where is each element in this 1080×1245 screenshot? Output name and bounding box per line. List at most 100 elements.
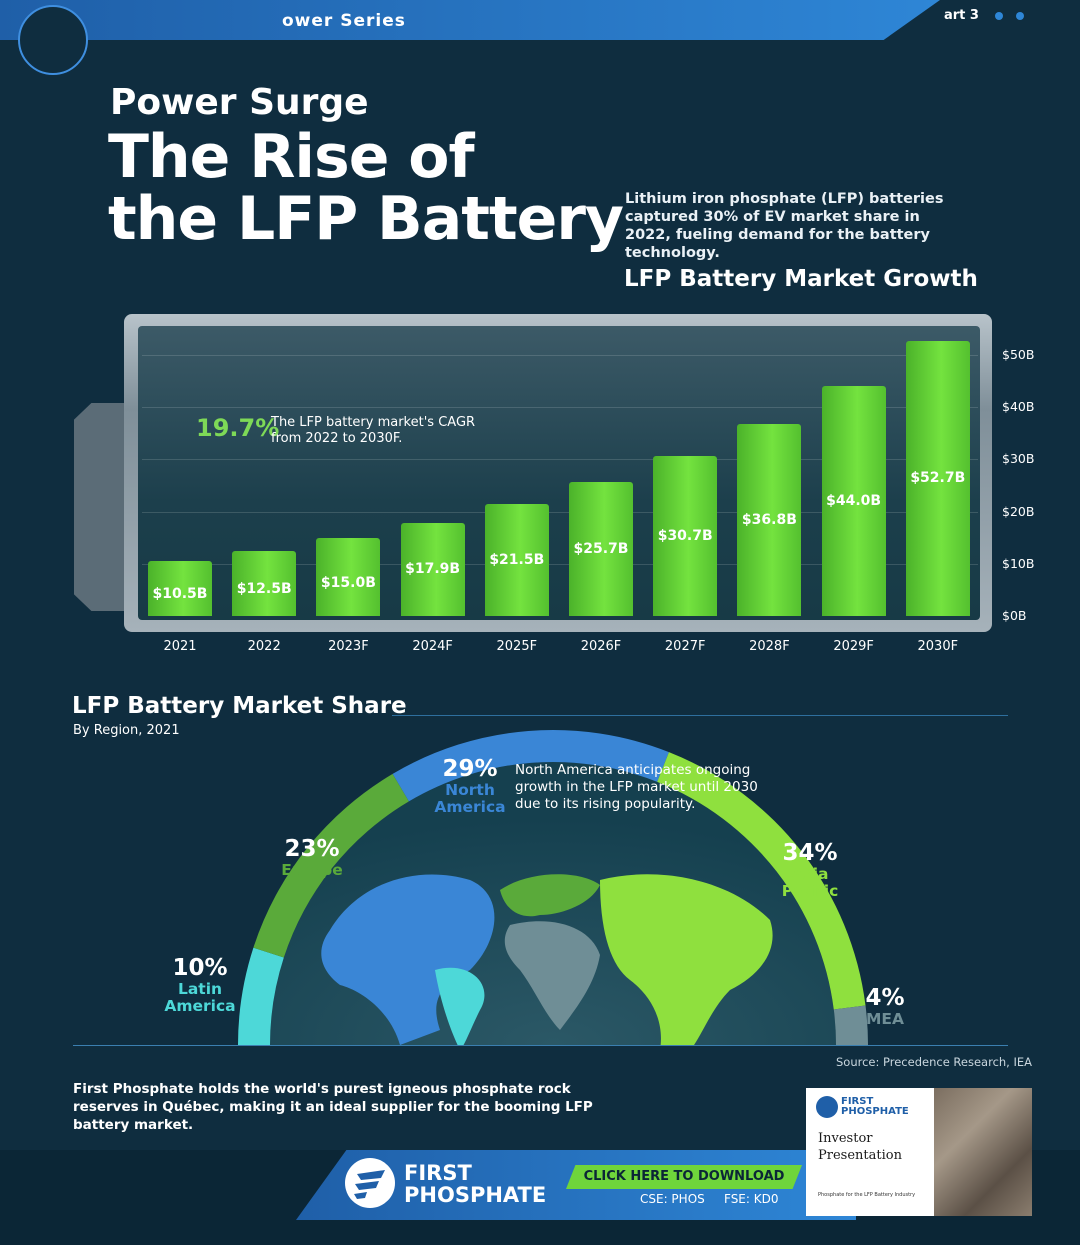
bar-value-label: $21.5B: [489, 551, 545, 568]
mea-label: 4% MEA: [835, 985, 935, 1028]
bar-value-label: $15.0B: [320, 574, 376, 591]
x-tick-label: 2030F: [917, 639, 959, 654]
publisher-logo-circle: [18, 5, 88, 75]
cagr-value: 19.7%: [196, 414, 280, 442]
download-button[interactable]: CLICK HERE TO DOWNLOAD: [566, 1165, 802, 1189]
gridline: [142, 407, 978, 409]
latin-america-arc: [238, 947, 284, 1045]
bar: [316, 537, 381, 616]
bar-value-label: $25.7B: [573, 540, 629, 557]
bar: [821, 386, 886, 616]
north-america-land: [321, 874, 495, 1045]
mea-arc: [833, 1005, 868, 1045]
ticker-fse: FSE: KD0: [724, 1192, 779, 1206]
baseline-rule: [73, 1045, 1008, 1046]
bar-value-label: $12.5B: [236, 581, 292, 598]
growth-chart-title: LFP Battery Market Growth: [624, 266, 978, 292]
share-arcs: [238, 730, 868, 1045]
x-tick-label: 2022: [247, 639, 281, 654]
brochure-brand-line-2: PHOSPHATE: [841, 1106, 909, 1117]
source-note: Source: Precedence Research, IEA: [836, 1055, 1033, 1069]
latin-america-label: 10% Latin America: [150, 955, 250, 1015]
sponsor-brand: FIRST PHOSPHATE: [404, 1162, 546, 1206]
bar: [737, 423, 802, 616]
north-america-note: North America anticipates ongoing growth…: [515, 762, 758, 812]
x-tick-label: 2027F: [664, 639, 706, 654]
bar: [232, 550, 297, 616]
asia-pacific-name: Asia Pacific: [781, 865, 839, 900]
europe-arc: [253, 773, 409, 958]
latin-america-name: Latin America: [164, 980, 236, 1015]
bar-value-label: $44.0B: [826, 493, 882, 510]
asia-pacific-land: [600, 874, 773, 1045]
asia-pacific-percent: 34%: [782, 840, 838, 866]
y-tick-label: $10B: [1002, 555, 1035, 571]
cagr-text: The LFP battery market's CAGR from 2022 …: [271, 415, 476, 446]
europe-land: [500, 874, 600, 917]
share-chart-title: LFP Battery Market Share: [72, 693, 407, 719]
gridline: [142, 563, 978, 565]
x-tick-label: 2024F: [412, 639, 453, 654]
series-banner: [0, 0, 940, 40]
page-dot-icon: [1016, 12, 1024, 20]
bar-value-label: $52.7B: [910, 470, 966, 487]
mea-percent: 4%: [865, 985, 905, 1011]
y-tick-label: $30B: [1002, 451, 1035, 467]
title-rule: [392, 715, 1008, 716]
latin-america-land: [435, 967, 485, 1045]
series-label: ower Series: [282, 11, 406, 31]
ticker-cse: CSE: PHOS: [640, 1192, 705, 1206]
north-america-label: 29% North America: [420, 756, 520, 816]
y-tick-label: $20B: [1002, 503, 1035, 519]
brochure-logo-icon: [816, 1096, 838, 1118]
page-dot-icon: [995, 12, 1003, 20]
asia-pacific-arc: [657, 752, 866, 1010]
gridline: [142, 355, 978, 356]
x-tick-label: 2023F: [328, 639, 369, 654]
latin-america-percent: 10%: [172, 955, 228, 981]
x-tick-label: 2029F: [833, 639, 874, 654]
asia-pacific-label: 34% Asia Pacific: [760, 840, 860, 900]
brochure-brand-line-1: FIRST: [841, 1096, 874, 1107]
share-chart-subtitle: By Region, 2021: [73, 723, 180, 738]
first-phosphate-logo-icon: [345, 1158, 395, 1208]
bar: [653, 455, 718, 616]
battery-terminal: [74, 403, 132, 611]
africa-mea-land: [504, 921, 600, 1030]
north-america-arc: [392, 730, 669, 802]
brochure-subtitle: Phosphate for the LFP Battery Industry: [818, 1192, 916, 1198]
title-line-2: the LFP Battery: [108, 184, 624, 254]
mea-name: MEA: [865, 1010, 904, 1028]
x-tick-label: 2025F: [496, 639, 538, 654]
gridline: [142, 511, 978, 513]
continents: [321, 874, 773, 1045]
rock-photo: [934, 1088, 1032, 1216]
north-america-percent: 29%: [442, 756, 498, 782]
europe-label: 23% Europe: [262, 836, 362, 879]
brand-line-2: PHOSPHATE: [404, 1183, 547, 1207]
bar: [905, 340, 970, 616]
bar-value-label: $30.7B: [657, 527, 713, 544]
bar: [400, 522, 465, 616]
europe-percent: 23%: [284, 836, 340, 862]
bar-value-label: $36.8B: [741, 511, 797, 528]
brochure-brand: FIRST PHOSPHATE: [841, 1097, 909, 1117]
bar-value-label: $17.9B: [405, 561, 461, 578]
bar: [569, 481, 633, 616]
y-tick-label: $40B: [1002, 399, 1035, 415]
footer-note: First Phosphate holds the world's purest…: [73, 1081, 593, 1133]
y-tick-label: $50B: [1002, 347, 1035, 362]
bar: [484, 503, 549, 616]
part-label: art 3: [944, 8, 979, 23]
x-tick-label: 2028F: [749, 639, 790, 654]
brochure-title: Investor Presentation: [818, 1131, 902, 1163]
north-america-name: North America: [434, 781, 506, 816]
bar-value-label: $10.5B: [152, 586, 208, 602]
title-line-1: The Rise of: [108, 122, 475, 192]
bar: [148, 561, 212, 616]
intro-text: Lithium iron phosphate (LFP) batteries c…: [625, 191, 944, 261]
page-title: The Rise of the LFP Battery: [108, 122, 624, 254]
europe-name: Europe: [281, 861, 343, 879]
y-tick-label: $0B: [1002, 608, 1027, 623]
